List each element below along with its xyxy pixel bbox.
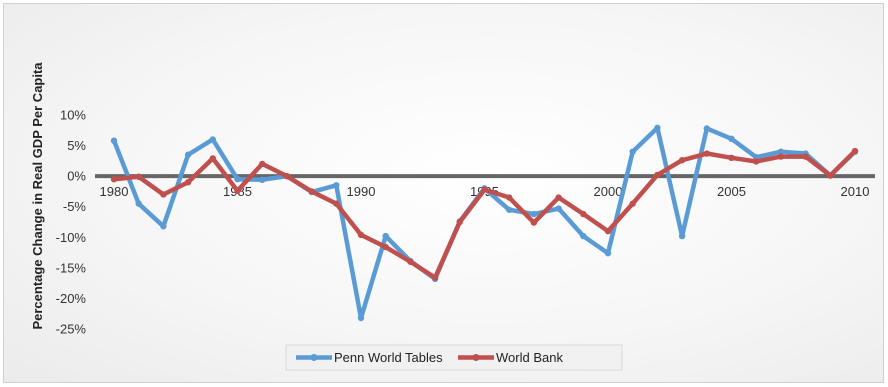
data-point-world-bank xyxy=(234,187,241,195)
data-point-penn-world-tables xyxy=(703,125,710,132)
legend: Penn World Tables World Bank xyxy=(285,344,623,371)
data-point-world-bank xyxy=(135,173,142,180)
data-point-penn-world-tables xyxy=(777,148,785,155)
data-point-penn-world-tables xyxy=(728,135,735,143)
y-tick-label: -10% xyxy=(56,230,87,245)
data-point-world-bank xyxy=(431,274,439,281)
data-point-penn-world-tables xyxy=(234,176,241,183)
data-point-world-bank xyxy=(703,150,710,157)
data-point-world-bank xyxy=(333,200,340,207)
data-point-world-bank xyxy=(777,153,785,160)
chart-area xyxy=(3,3,884,383)
y-tick-label: -20% xyxy=(56,291,87,306)
data-point-world-bank xyxy=(802,153,809,160)
data-point-world-bank xyxy=(580,210,587,218)
data-point-world-bank xyxy=(110,176,118,183)
data-point-penn-world-tables xyxy=(209,136,216,143)
data-point-world-bank xyxy=(753,158,760,165)
data-point-world-bank xyxy=(160,191,167,198)
data-point-world-bank xyxy=(851,147,859,155)
series-penn-world-tables xyxy=(110,124,859,322)
y-axis-label-group: Percentage Change in Real GDP Per Capita xyxy=(30,62,45,330)
data-point-world-bank xyxy=(382,243,389,251)
data-point-penn-world-tables xyxy=(110,137,118,144)
legend-label-penn-world-tables: Penn World Tables xyxy=(334,350,443,365)
data-point-penn-world-tables xyxy=(184,151,192,158)
y-axis: 10% 5% 0% -5% -10% -15% -20% -25% xyxy=(56,108,87,337)
data-point-world-bank xyxy=(357,231,365,239)
y-tick-label: 5% xyxy=(67,138,86,153)
x-tick-label: 2010 xyxy=(841,184,870,199)
data-point-world-bank xyxy=(728,154,735,161)
data-point-world-bank xyxy=(407,258,414,265)
data-point-world-bank xyxy=(629,200,636,207)
x-tick-label: 1980 xyxy=(100,184,129,199)
data-point-penn-world-tables xyxy=(678,232,686,240)
legend-marker-penn-world-tables xyxy=(310,354,318,361)
x-tick-label: 2000 xyxy=(594,184,623,199)
series-group xyxy=(110,124,859,322)
data-point-penn-world-tables xyxy=(654,124,661,132)
data-point-penn-world-tables xyxy=(160,223,167,230)
y-tick-label: -15% xyxy=(56,260,87,275)
y-tick-label: -5% xyxy=(63,199,87,214)
data-point-penn-world-tables xyxy=(604,249,612,257)
data-point-world-bank xyxy=(283,172,291,180)
series-line-penn-world-tables xyxy=(111,125,858,321)
legend-label-world-bank: World Bank xyxy=(496,350,563,365)
data-point-world-bank xyxy=(209,155,216,162)
data-point-world-bank xyxy=(654,171,661,179)
data-point-world-bank xyxy=(308,188,315,195)
data-point-penn-world-tables xyxy=(382,232,389,240)
data-point-world-bank xyxy=(506,194,513,201)
data-point-world-bank xyxy=(678,157,686,164)
data-point-world-bank xyxy=(604,227,612,235)
data-point-world-bank xyxy=(555,194,562,201)
data-point-penn-world-tables xyxy=(259,176,266,184)
data-point-world-bank xyxy=(530,219,538,226)
y-tick-label: -25% xyxy=(56,322,87,337)
data-point-penn-world-tables xyxy=(135,200,142,207)
data-point-world-bank xyxy=(259,160,266,168)
series-line-world-bank xyxy=(111,148,858,280)
data-point-penn-world-tables xyxy=(530,210,538,218)
data-point-penn-world-tables xyxy=(357,314,365,322)
data-point-penn-world-tables xyxy=(333,182,340,189)
data-point-world-bank xyxy=(481,186,488,193)
legend-box xyxy=(285,344,623,371)
legend-marker-world-bank xyxy=(472,354,480,361)
y-tick-label: 10% xyxy=(60,108,86,123)
data-point-world-bank xyxy=(456,218,463,226)
y-axis-label: Percentage Change in Real GDP Per Capita xyxy=(30,62,45,330)
data-point-penn-world-tables xyxy=(629,148,636,155)
x-tick-label: 2005 xyxy=(717,184,746,199)
x-axis: 1980198519901995200020052010 xyxy=(100,184,870,199)
x-tick-label: 1990 xyxy=(347,184,376,199)
data-point-penn-world-tables xyxy=(555,205,562,212)
y-tick-label: 0% xyxy=(67,169,86,184)
data-point-penn-world-tables xyxy=(506,206,513,213)
series-world-bank xyxy=(110,147,859,281)
data-point-penn-world-tables xyxy=(580,232,587,240)
data-point-world-bank xyxy=(827,172,834,179)
data-point-world-bank xyxy=(184,179,192,186)
